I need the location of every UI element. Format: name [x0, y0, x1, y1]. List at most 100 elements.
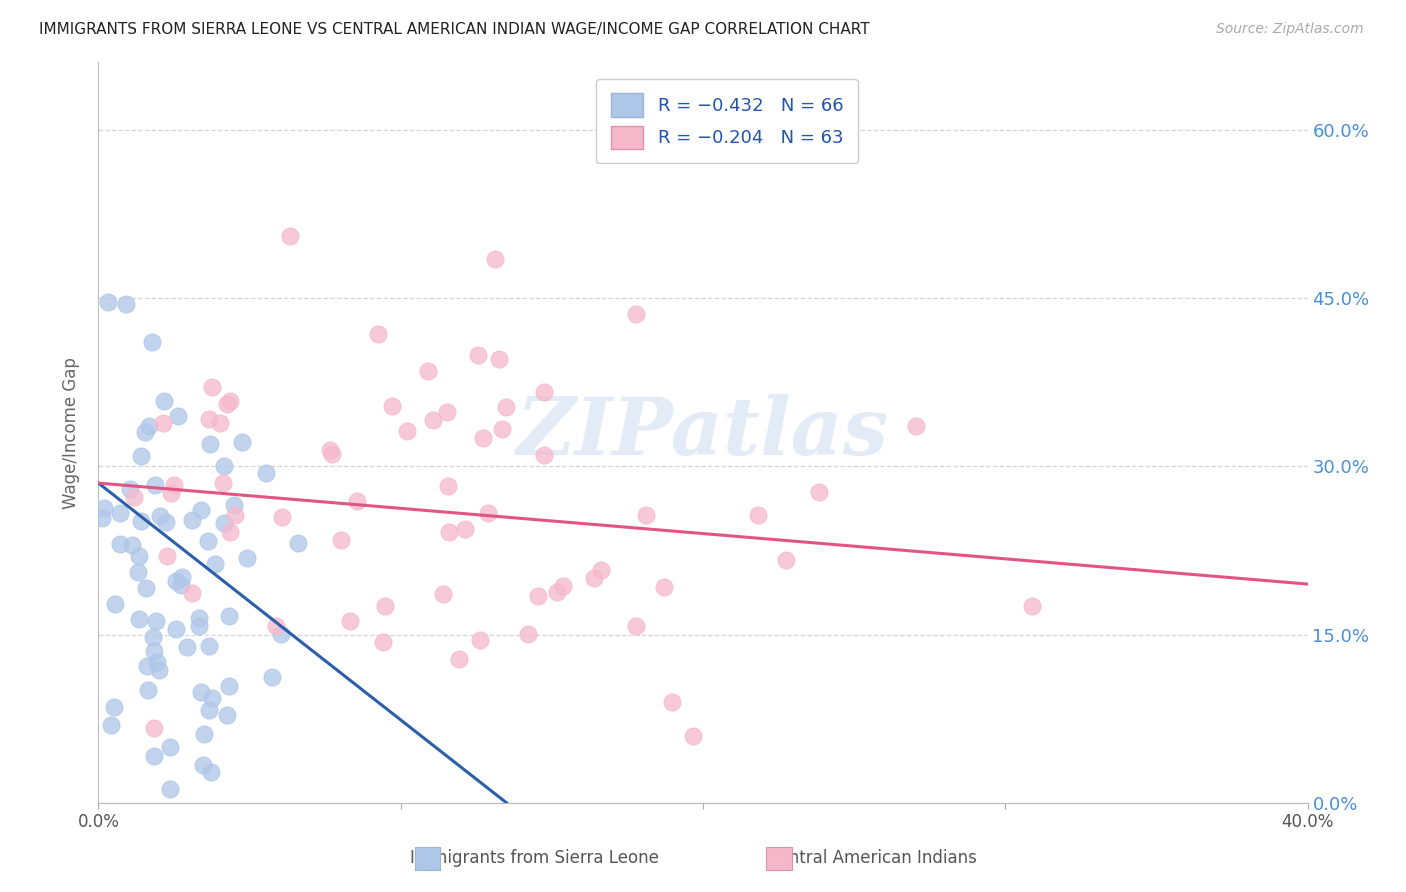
Point	[159, 782, 181, 797]
Point	[634, 508, 657, 522]
Point	[321, 447, 343, 461]
Point	[128, 612, 150, 626]
Point	[143, 478, 166, 492]
Point	[193, 727, 215, 741]
Point	[219, 525, 242, 540]
Point	[200, 765, 222, 780]
Point	[163, 477, 186, 491]
Point	[262, 670, 284, 684]
Point	[198, 437, 221, 451]
Point	[145, 614, 167, 628]
Point	[371, 635, 394, 649]
Point	[198, 703, 221, 717]
Point	[215, 397, 238, 411]
Point	[254, 466, 277, 480]
Point	[188, 619, 211, 633]
Point	[661, 695, 683, 709]
Point	[224, 508, 246, 522]
Point	[166, 574, 188, 589]
Point	[141, 334, 163, 349]
Point	[374, 599, 396, 614]
Point	[217, 708, 239, 723]
Point	[454, 522, 477, 536]
Point	[167, 409, 190, 423]
Point	[127, 565, 149, 579]
Point	[129, 450, 152, 464]
Point	[533, 385, 555, 400]
Point	[775, 553, 797, 567]
Point	[188, 611, 211, 625]
Point	[115, 297, 138, 311]
Point	[330, 533, 353, 547]
Point	[624, 619, 647, 633]
Text: Immigrants from Sierra Leone: Immigrants from Sierra Leone	[409, 849, 659, 867]
Point	[437, 479, 460, 493]
Point	[212, 476, 235, 491]
Point	[138, 418, 160, 433]
Point	[546, 585, 568, 599]
Point	[142, 631, 165, 645]
Point	[905, 418, 928, 433]
Point	[477, 506, 499, 520]
Point	[808, 484, 831, 499]
Text: Source: ZipAtlas.com: Source: ZipAtlas.com	[1216, 22, 1364, 37]
Point	[491, 422, 513, 436]
Point	[624, 307, 647, 321]
Y-axis label: Wage/Income Gap: Wage/Income Gap	[62, 357, 80, 508]
Point	[148, 663, 170, 677]
Point	[108, 536, 131, 550]
Point	[495, 400, 517, 414]
Point	[110, 506, 132, 520]
Point	[100, 718, 122, 732]
Point	[527, 589, 550, 603]
Text: Central American Indians: Central American Indians	[766, 849, 977, 867]
Point	[153, 393, 176, 408]
Point	[270, 510, 292, 524]
Point	[236, 551, 259, 566]
Point	[204, 557, 226, 571]
Point	[218, 609, 240, 624]
Point	[222, 498, 245, 512]
Point	[747, 508, 769, 522]
Point	[551, 579, 574, 593]
Point	[143, 644, 166, 658]
Point	[152, 416, 174, 430]
Point	[135, 581, 157, 595]
Point	[488, 351, 510, 366]
Point	[416, 364, 439, 378]
Point	[422, 412, 444, 426]
Point	[218, 679, 240, 693]
Point	[231, 434, 253, 449]
Point	[219, 394, 242, 409]
Point	[197, 534, 219, 549]
Point	[201, 691, 224, 706]
Point	[682, 729, 704, 743]
Text: IMMIGRANTS FROM SIERRA LEONE VS CENTRAL AMERICAN INDIAN WAGE/INCOME GAP CORRELAT: IMMIGRANTS FROM SIERRA LEONE VS CENTRAL …	[39, 22, 870, 37]
Point	[468, 632, 491, 647]
Point	[121, 538, 143, 552]
Point	[118, 483, 141, 497]
Point	[96, 294, 118, 309]
Point	[652, 580, 675, 594]
Point	[339, 614, 361, 628]
Point	[128, 549, 150, 563]
Point	[591, 563, 613, 577]
Point	[396, 424, 419, 438]
Point	[472, 431, 495, 445]
Point	[165, 622, 187, 636]
Text: ZIPatlas: ZIPatlas	[517, 394, 889, 471]
Point	[381, 399, 404, 413]
Point	[198, 639, 221, 653]
Point	[156, 549, 179, 563]
Point	[582, 571, 605, 585]
Point	[287, 536, 309, 550]
Point	[149, 508, 172, 523]
Point	[155, 515, 177, 529]
Point	[198, 412, 221, 426]
Point	[142, 749, 165, 764]
Point	[90, 511, 112, 525]
Point	[180, 586, 202, 600]
Point	[176, 640, 198, 654]
Point	[159, 740, 181, 755]
Point	[432, 587, 454, 601]
